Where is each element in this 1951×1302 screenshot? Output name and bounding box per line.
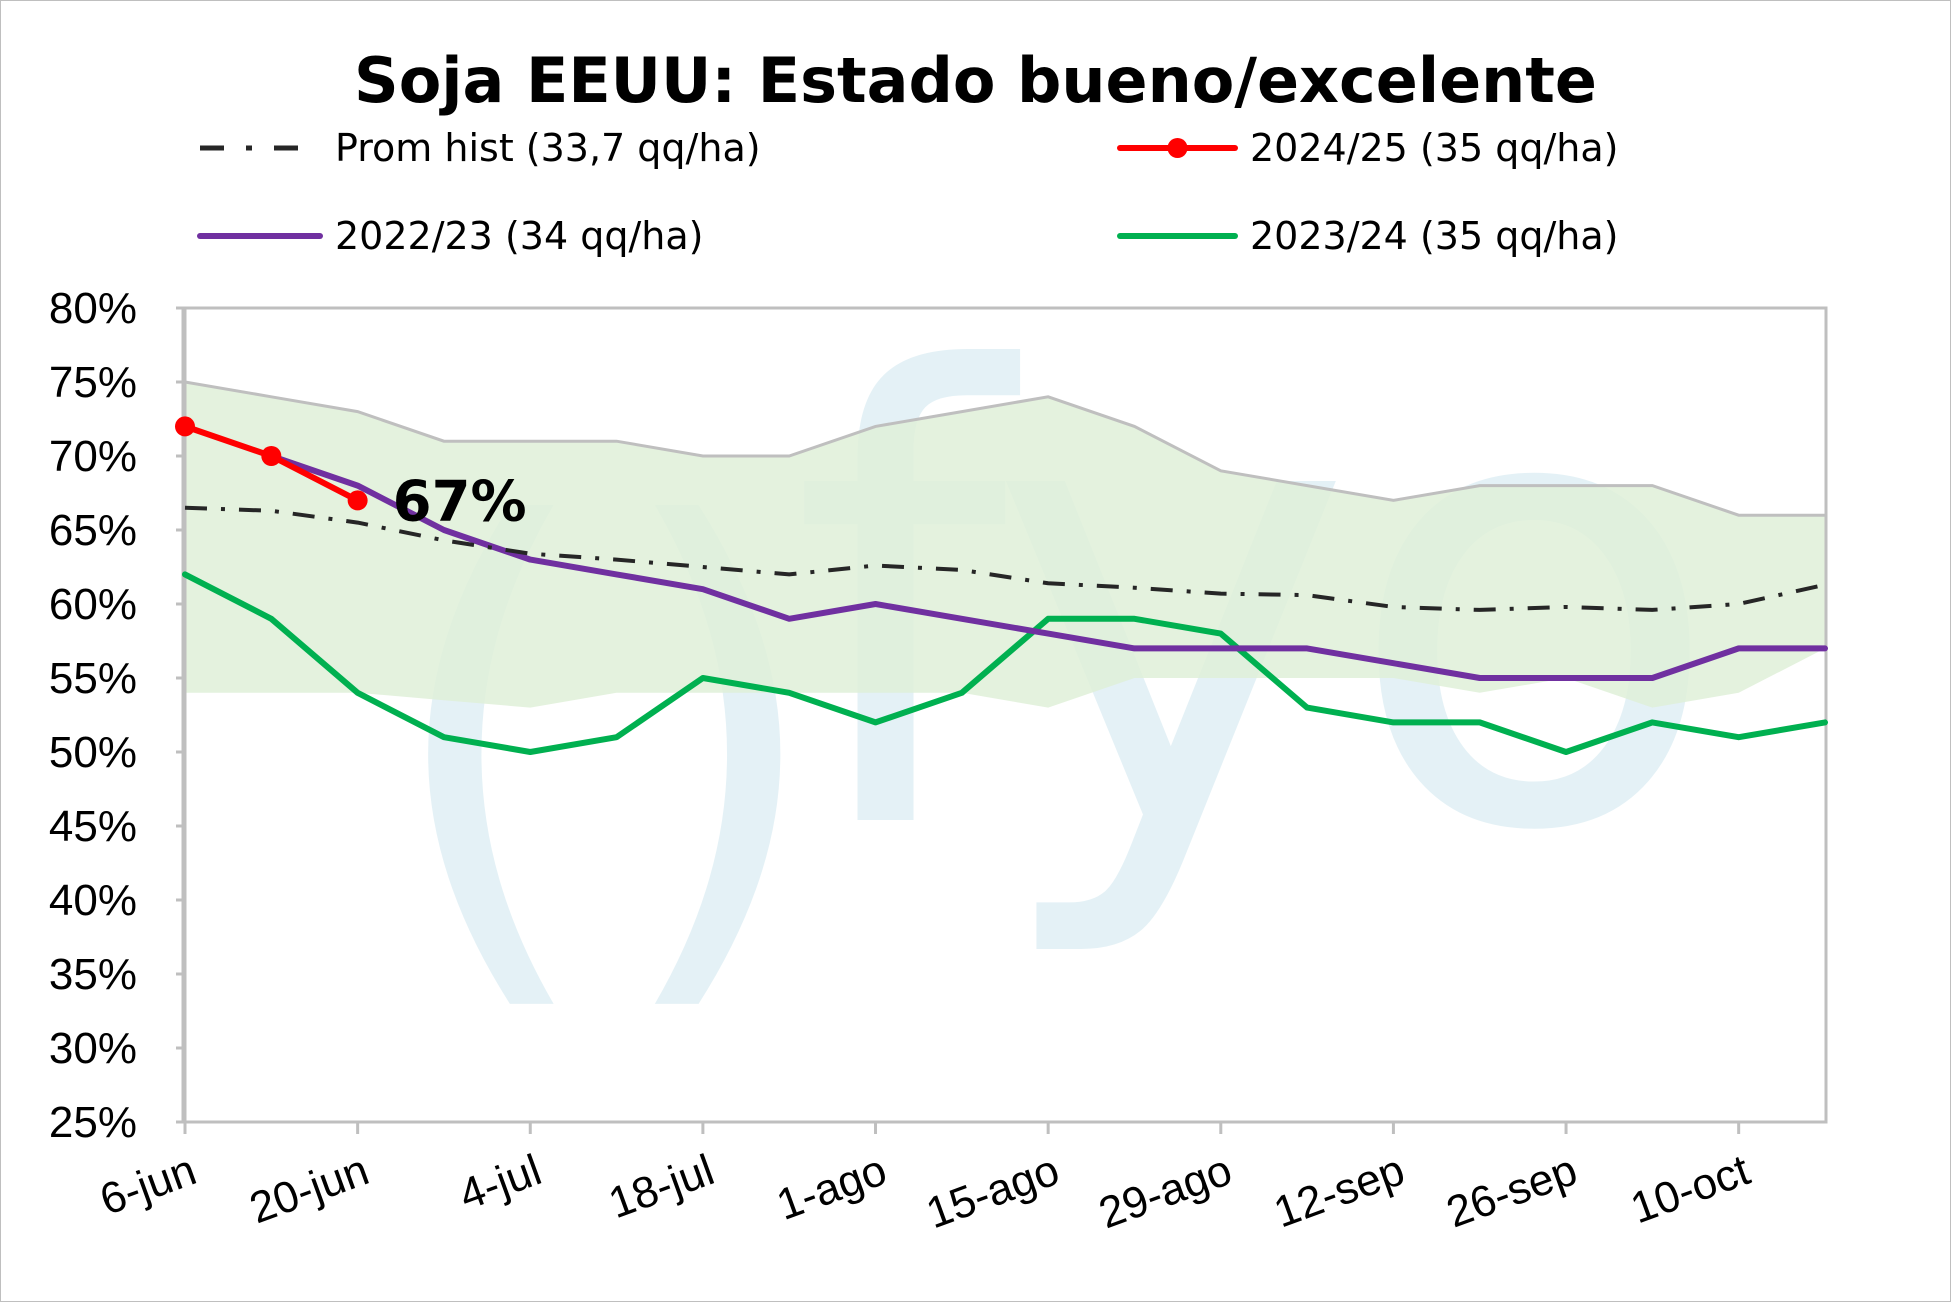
- x-tick-label: 18-jul: [602, 1145, 720, 1228]
- range-band: [184, 380, 1825, 708]
- legend-marker: [1167, 138, 1188, 158]
- y-tick-label: 75%: [49, 358, 137, 407]
- legend-label: 2023/24 (35 qq/ha): [1250, 214, 1618, 258]
- y-tick-label: 30%: [49, 1024, 137, 1073]
- x-tick-label: 6-jun: [94, 1145, 203, 1225]
- series-lines: [175, 416, 1828, 755]
- series-marker: [261, 446, 282, 466]
- x-tick-label: 12-sep: [1268, 1145, 1411, 1237]
- legend-label: 2022/23 (34 qq/ha): [335, 214, 703, 258]
- x-tick-label: 4-jul: [453, 1145, 548, 1219]
- y-tick-label: 25%: [49, 1098, 137, 1147]
- x-tick-label: 26-sep: [1440, 1145, 1583, 1237]
- y-tick-label: 70%: [49, 432, 137, 481]
- y-tick-label: 55%: [49, 654, 137, 703]
- series-line-2023-24: [182, 571, 1828, 755]
- series-marker: [175, 416, 195, 437]
- y-tick-label: 80%: [49, 284, 137, 333]
- legend-label: Prom hist (33,7 qq/ha): [335, 126, 761, 170]
- annotation-label: 67%: [393, 469, 527, 534]
- y-tick-label: 35%: [49, 950, 137, 999]
- range-band-area: [185, 382, 1825, 708]
- y-axis-ticks: 80% 75% 70% 65% 60% 55% 50% 45% 40% 35% 30% 25%: [49, 284, 185, 1147]
- y-tick-label: 50%: [49, 728, 137, 777]
- legend: Prom hist (33,7 qq/ha) 2024/25 (35 qq/ha)…: [197, 126, 1618, 258]
- x-tick-label: 29-ago: [1093, 1145, 1239, 1238]
- x-tick-label: 15-ago: [920, 1145, 1066, 1238]
- axes: [183, 308, 1825, 1124]
- x-axis-ticks: 6-jun 20-jun 4-jul 18-jul 1-ago 15-ago 29-ago 1…: [94, 1122, 1756, 1238]
- series-line-2022-23: [268, 453, 1828, 681]
- y-tick-label: 40%: [49, 876, 137, 925]
- x-tick-label: 10-oct: [1624, 1145, 1756, 1233]
- series-line-prom: [184, 505, 1826, 612]
- x-tick-label: 1-ago: [770, 1145, 893, 1230]
- chart-title: Soja EEUU: Estado bueno/excelente: [354, 44, 1597, 117]
- y-tick-label: 45%: [49, 802, 137, 851]
- x-tick-label: 20-jun: [243, 1145, 375, 1233]
- series-marker: [347, 490, 368, 511]
- y-tick-label: 60%: [49, 580, 137, 629]
- y-tick-label: 65%: [49, 506, 137, 555]
- annotations: 67%: [393, 469, 527, 534]
- range-band-upper-line: [184, 380, 1825, 517]
- legend-label: 2024/25 (35 qq/ha): [1250, 126, 1618, 170]
